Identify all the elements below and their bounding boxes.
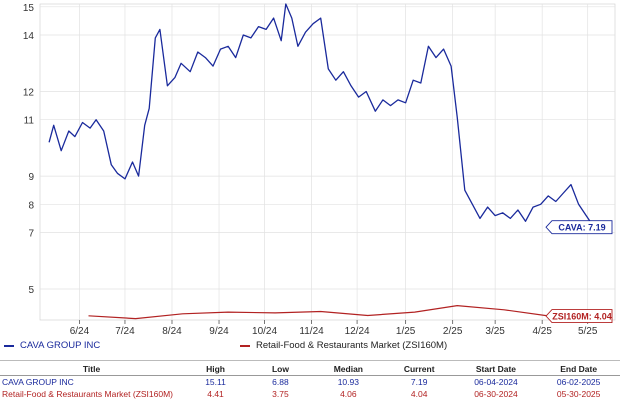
- legend-swatch-zsi: [240, 344, 250, 347]
- cell-start-date: 06-04-2024: [474, 377, 518, 387]
- header-end-date: End Date: [537, 363, 620, 376]
- cell-title: Retail-Food & Restaurants Market (ZSI160…: [2, 389, 174, 399]
- legend-item-zsi: Retail-Food & Restaurants Market (ZSI160…: [240, 340, 447, 351]
- header-start-date: Start Date: [454, 363, 538, 376]
- price-chart: 15 14 12 11 9 8 7 5 6/24 7/24 8/24 9/24 10/24 11/24 1…: [23, 3, 616, 336]
- grid: [40, 4, 615, 320]
- cell-current: 4.04: [410, 389, 428, 399]
- x-tick-label: 5/25: [578, 326, 598, 336]
- header-title: Title: [0, 363, 184, 376]
- legend-label-cava: CAVA GROUP INC: [20, 340, 101, 351]
- cell-title: CAVA GROUP INC: [2, 377, 74, 387]
- x-tick-label: 3/25: [485, 326, 505, 336]
- cell-low: 6.88: [272, 377, 289, 387]
- stats-table: Title High Low Median Current Start Date…: [0, 363, 620, 400]
- y-tick-label: 7: [28, 229, 34, 240]
- y-tick-label: 8: [28, 200, 34, 211]
- x-tick-label: 4/25: [532, 326, 552, 336]
- x-tick-label: 1/25: [396, 326, 416, 336]
- header-current: Current: [383, 363, 455, 376]
- end-labels: CAVA: 7.19 ZSI160M: 4.04: [545, 220, 613, 323]
- x-tick-label: 12/24: [345, 326, 370, 336]
- x-tick-label: 11/24: [299, 326, 324, 336]
- plot-area: [39, 3, 616, 321]
- cell-high: 4.41: [207, 389, 224, 399]
- cell-start-date: 06-30-2024: [474, 389, 518, 399]
- y-tick-label: 11: [24, 116, 35, 127]
- legend-swatch-cava: [4, 344, 14, 347]
- end-label-text: ZSI160M: 4.04: [552, 312, 612, 322]
- cell-high: 15.11: [205, 377, 226, 387]
- table-row: Retail-Food & Restaurants Market (ZSI160…: [0, 388, 620, 400]
- table-header-row: Title High Low Median Current Start Date…: [0, 363, 620, 376]
- legend-item-cava: CAVA GROUP INC: [4, 340, 100, 351]
- end-label-box: [545, 220, 613, 235]
- header-low: Low: [247, 363, 313, 376]
- cell-median: 4.06: [340, 389, 357, 399]
- end-label-zsi: ZSI160M: 4.04: [545, 309, 613, 323]
- x-tick-label: 7/24: [115, 326, 135, 336]
- x-tick-label: 6/24: [70, 326, 90, 336]
- series-line-zsi: [88, 305, 596, 320]
- cell-median: 10.93: [337, 377, 359, 387]
- legend-label-zsi: Retail-Food & Restaurants Market (ZSI160…: [256, 340, 448, 351]
- x-tick-label: 8/24: [162, 326, 182, 336]
- divider: [0, 360, 620, 361]
- cell-end-date: 05-30-2025: [556, 389, 601, 399]
- x-tick-label: 2/25: [443, 326, 463, 336]
- y-tick-label: 5: [28, 285, 34, 296]
- table-row: CAVA GROUP INC 15.11 6.88 10.93 7.19 06-…: [0, 376, 620, 389]
- y-tick-label: 9: [28, 172, 34, 183]
- series-line-cava: [48, 3, 600, 228]
- cell-current: 7.19: [410, 377, 428, 387]
- y-tick-label: 14: [23, 31, 35, 42]
- cell-low: 3.75: [272, 389, 289, 399]
- header-high: High: [183, 363, 248, 376]
- end-label-cava: CAVA: 7.19: [545, 220, 613, 235]
- x-axis-ticks: 6/24 7/24 8/24 9/24 10/24 11/24 12/24 1/25 2/25 3…: [70, 320, 598, 336]
- x-tick-label: 9/24: [209, 326, 229, 336]
- cell-end-date: 06-02-2025: [556, 377, 601, 387]
- end-label-box: [545, 309, 613, 323]
- series-lines: [48, 3, 600, 320]
- y-tick-label: 15: [23, 3, 35, 14]
- end-label-text: CAVA: 7.19: [558, 223, 605, 233]
- x-tick-label: 10/24: [252, 326, 277, 336]
- y-axis-ticks: 15 14 12 11 9 8 7 5: [23, 3, 35, 296]
- legend: CAVA GROUP INC Retail-Food & Restaurants…: [0, 338, 620, 356]
- y-tick-label: 12: [23, 87, 35, 98]
- header-median: Median: [312, 363, 384, 376]
